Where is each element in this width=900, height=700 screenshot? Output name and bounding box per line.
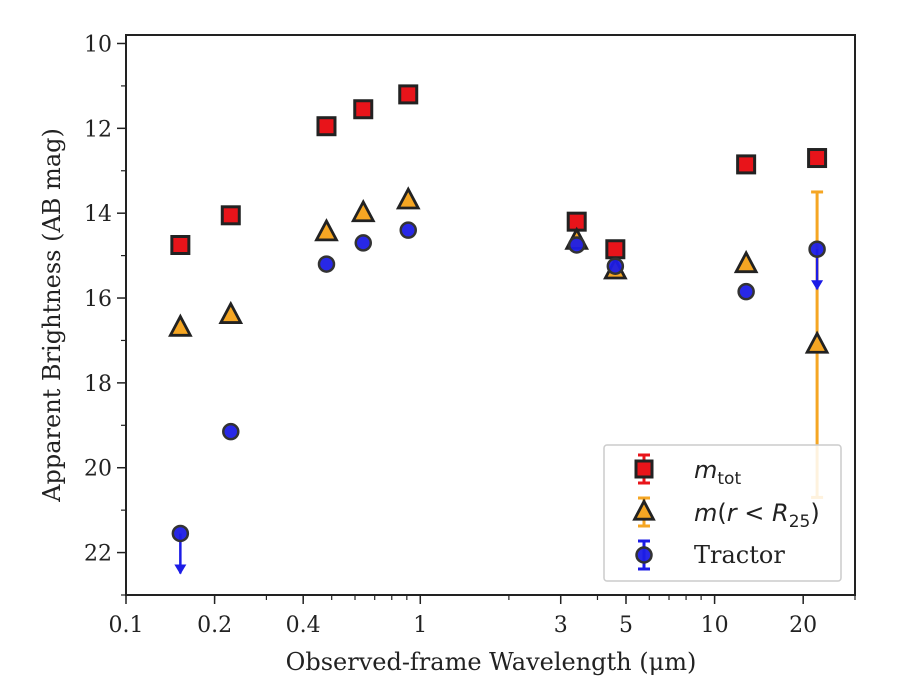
mtot-point <box>605 239 626 260</box>
m-r25-point <box>395 186 421 210</box>
axes-frame <box>125 34 856 596</box>
y-axis-label: Apparent Brightness (AB mag) <box>38 128 66 503</box>
y-tick-label: 14 <box>84 202 112 227</box>
x-tick-label: 0.1 <box>109 613 144 638</box>
legend-label-m-r25: m(r < R25) <box>694 499 820 532</box>
y-tick-label: 20 <box>84 457 112 482</box>
mtot-point <box>736 154 757 175</box>
legend-box <box>603 444 842 582</box>
y-tick-label: 22 <box>84 542 112 567</box>
mtot-point <box>398 84 419 105</box>
tractor-point <box>354 234 373 252</box>
mtot-point <box>316 116 337 137</box>
tractor-point <box>737 282 755 301</box>
x-tick-label: 20 <box>789 613 817 638</box>
y-tick-label: 12 <box>84 117 112 142</box>
tractor-point <box>399 221 417 239</box>
plot-area: 0.1 0.2 0.4 1 3 5 10 20 10 12 14 16 18 20 22 <box>84 32 856 638</box>
m-r25-point <box>218 300 244 324</box>
upper-limit-arrowhead <box>174 564 187 575</box>
mtot-point <box>220 205 241 226</box>
m-r25-point <box>350 199 376 223</box>
legend-label-mtot: mtot <box>694 456 741 489</box>
mtot-point <box>807 148 828 169</box>
legend-marker-tractor <box>635 546 653 564</box>
tractor-point <box>171 524 190 543</box>
x-tick-label: 10 <box>701 613 729 638</box>
m-r25-point <box>314 218 339 242</box>
m-r25-point <box>168 313 193 337</box>
m-r25-point <box>804 330 830 354</box>
tractor-point <box>222 422 240 441</box>
tractor-point <box>808 240 826 258</box>
y-tick-label: 16 <box>84 287 112 312</box>
x-tick-label: 1 <box>413 613 427 638</box>
legend-marker-mtot <box>634 459 654 479</box>
legend-label-tractor: Tractor <box>694 541 785 569</box>
x-tick-label: 0.2 <box>197 613 232 638</box>
tractor-point <box>317 255 336 273</box>
x-tick-label: 0.4 <box>286 613 321 638</box>
legend-marker-m-r25 <box>632 498 656 521</box>
tractor-point <box>606 257 625 275</box>
x-axis-label: Observed-frame Wavelength (μm) <box>286 648 697 676</box>
upper-limit-arrowhead <box>811 280 824 291</box>
mtot-point <box>353 99 374 120</box>
m-r25-point <box>733 249 759 274</box>
x-tick-label: 3 <box>554 613 568 638</box>
y-tick-label: 10 <box>84 32 112 57</box>
mtot-point <box>170 235 191 255</box>
legend: mtot m(r < R25) Tractor <box>603 444 842 582</box>
tractor-point <box>567 236 586 254</box>
x-tick-label: 5 <box>619 613 633 638</box>
y-tick-label: 18 <box>84 372 112 397</box>
